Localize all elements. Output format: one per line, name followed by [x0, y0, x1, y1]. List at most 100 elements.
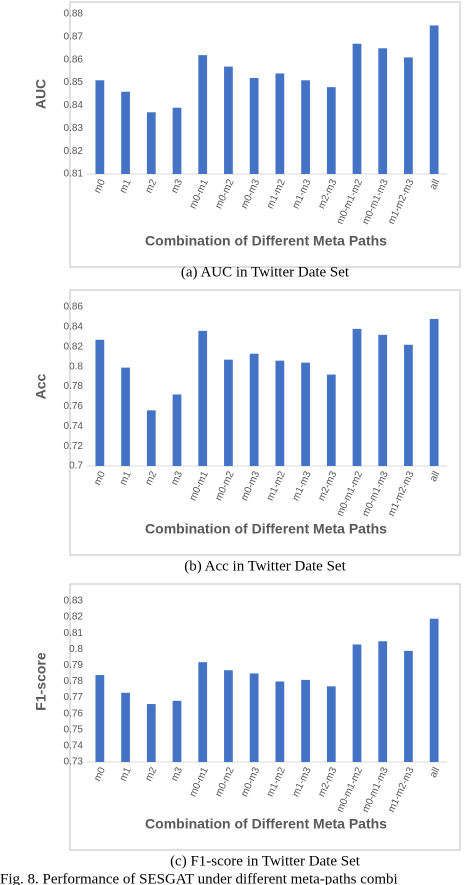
x-tick-label: m0-m3	[239, 765, 262, 798]
bar	[378, 641, 388, 762]
bar	[146, 704, 156, 762]
x-tick-label: m3	[169, 177, 185, 195]
chart: 0.7 0.72 0.74 0.76 0.78 0.8 0.82 0.84 0.86 m0 m1 m2…	[33, 289, 461, 574]
y-tick-label: 0.82	[64, 612, 84, 623]
x-tick-label: all	[428, 470, 442, 484]
bar	[301, 679, 310, 762]
y-tick-label: 0.75	[64, 724, 84, 735]
x-tick-label: m1-m2-m3	[386, 765, 417, 814]
y-tick-label: 0.86	[64, 54, 84, 65]
y-tick-label: 0.79	[64, 660, 84, 671]
y-axis-title: Acc	[33, 373, 49, 399]
bar	[275, 360, 285, 466]
y-tick-label: 0.7	[69, 461, 83, 472]
chart: 0.73 0.74 0.75 0.76 0.77 0.78 0.79 0.8 0.81 0.82 0…	[33, 583, 461, 869]
bar	[404, 344, 413, 466]
x-tick-label: m0-m1	[188, 469, 211, 502]
bar	[326, 686, 336, 762]
bar	[275, 73, 285, 174]
x-axis-title: Combination of Different Meta Paths	[145, 816, 387, 832]
bar	[121, 91, 130, 174]
bar	[352, 644, 362, 762]
y-tick-label: 0.81	[64, 169, 84, 180]
bar	[275, 681, 285, 762]
bar	[95, 339, 105, 466]
bar	[172, 107, 182, 174]
y-tick-label: 0.73	[64, 757, 84, 768]
chart-frame	[69, 289, 461, 556]
bar	[224, 359, 233, 466]
bar	[95, 80, 105, 174]
bar	[146, 112, 156, 174]
y-axis-title: AUC	[33, 79, 49, 109]
bar	[198, 662, 208, 762]
y-tick-label: 0.83	[64, 596, 84, 607]
bar	[352, 43, 362, 174]
y-tick-label: 0.77	[64, 692, 84, 703]
x-tick-label: m2	[144, 177, 160, 195]
bar	[172, 394, 182, 466]
bar	[224, 670, 233, 762]
y-tick-label: 0.78	[64, 381, 84, 392]
x-tick-label: m2-m3	[316, 765, 339, 798]
x-tick-label: m0-m1	[188, 765, 211, 798]
x-tick-label: m2	[144, 765, 160, 783]
chart-caption: (b) Acc in Twitter Date Set	[184, 558, 346, 574]
x-tick-label: m1	[118, 177, 134, 195]
figure-caption: Fig. 8. Performance of SESGAT under diff…	[0, 871, 398, 885]
y-tick-label: 0.74	[64, 741, 84, 752]
x-tick-label: all	[428, 178, 442, 192]
bar	[198, 55, 208, 175]
y-tick-label: 0.83	[64, 123, 84, 134]
x-tick-label: m1-m2-m3	[386, 177, 417, 226]
x-tick-label: m1	[118, 765, 134, 783]
bar	[121, 692, 130, 762]
x-tick-label: m1-m3	[291, 177, 314, 210]
bar	[121, 367, 130, 466]
chart-caption: (c) F1-score in Twitter Date Set	[170, 853, 361, 869]
y-tick-label: 0.85	[64, 77, 84, 88]
bar	[378, 48, 388, 174]
x-tick-label: m0	[92, 469, 108, 487]
x-tick-label: m2-m3	[316, 469, 339, 502]
x-axis-title: Combination of Different Meta Paths	[145, 233, 387, 249]
y-tick-label: 0.82	[64, 146, 84, 157]
bar	[301, 80, 310, 174]
x-tick-label: m1-m2	[265, 765, 288, 798]
x-tick-label: m0-m3	[239, 469, 262, 502]
y-tick-label: 0.72	[64, 441, 84, 452]
x-axis-title: Combination of Different Meta Paths	[145, 521, 387, 537]
chart-frame	[69, 1, 461, 268]
x-tick-label: m0-m2	[213, 469, 236, 502]
bar	[301, 362, 310, 466]
x-tick-label: m0-m2	[213, 765, 236, 798]
x-tick-label: m0	[92, 765, 108, 783]
x-tick-label: m1-m2	[265, 469, 288, 502]
y-tick-label: 0.84	[64, 322, 84, 333]
bar	[429, 618, 439, 762]
bar	[352, 328, 362, 466]
y-tick-label: 0.76	[64, 401, 84, 412]
bar	[249, 78, 259, 174]
bar	[429, 318, 439, 466]
x-tick-label: all	[428, 766, 442, 780]
y-tick-label: 0.78	[64, 676, 84, 687]
x-tick-label: m1	[118, 469, 134, 487]
y-tick-label: 0.76	[64, 708, 84, 719]
y-tick-label: 0.82	[64, 341, 84, 352]
x-tick-label: m2-m3	[316, 177, 339, 210]
bar	[249, 673, 259, 762]
x-tick-label: m0-m2	[213, 177, 236, 210]
y-tick-label: 0.86	[64, 302, 84, 313]
x-tick-label: m3	[169, 765, 185, 783]
bar	[326, 374, 336, 466]
y-tick-label: 0.87	[64, 31, 84, 42]
x-tick-label: m0-m1	[188, 177, 211, 210]
bar	[404, 57, 413, 174]
x-tick-label: m1-m3	[291, 765, 314, 798]
chart-caption: (a) AUC in Twitter Date Set	[181, 264, 350, 280]
bar	[172, 700, 182, 762]
y-tick-label: 0.81	[64, 628, 84, 639]
